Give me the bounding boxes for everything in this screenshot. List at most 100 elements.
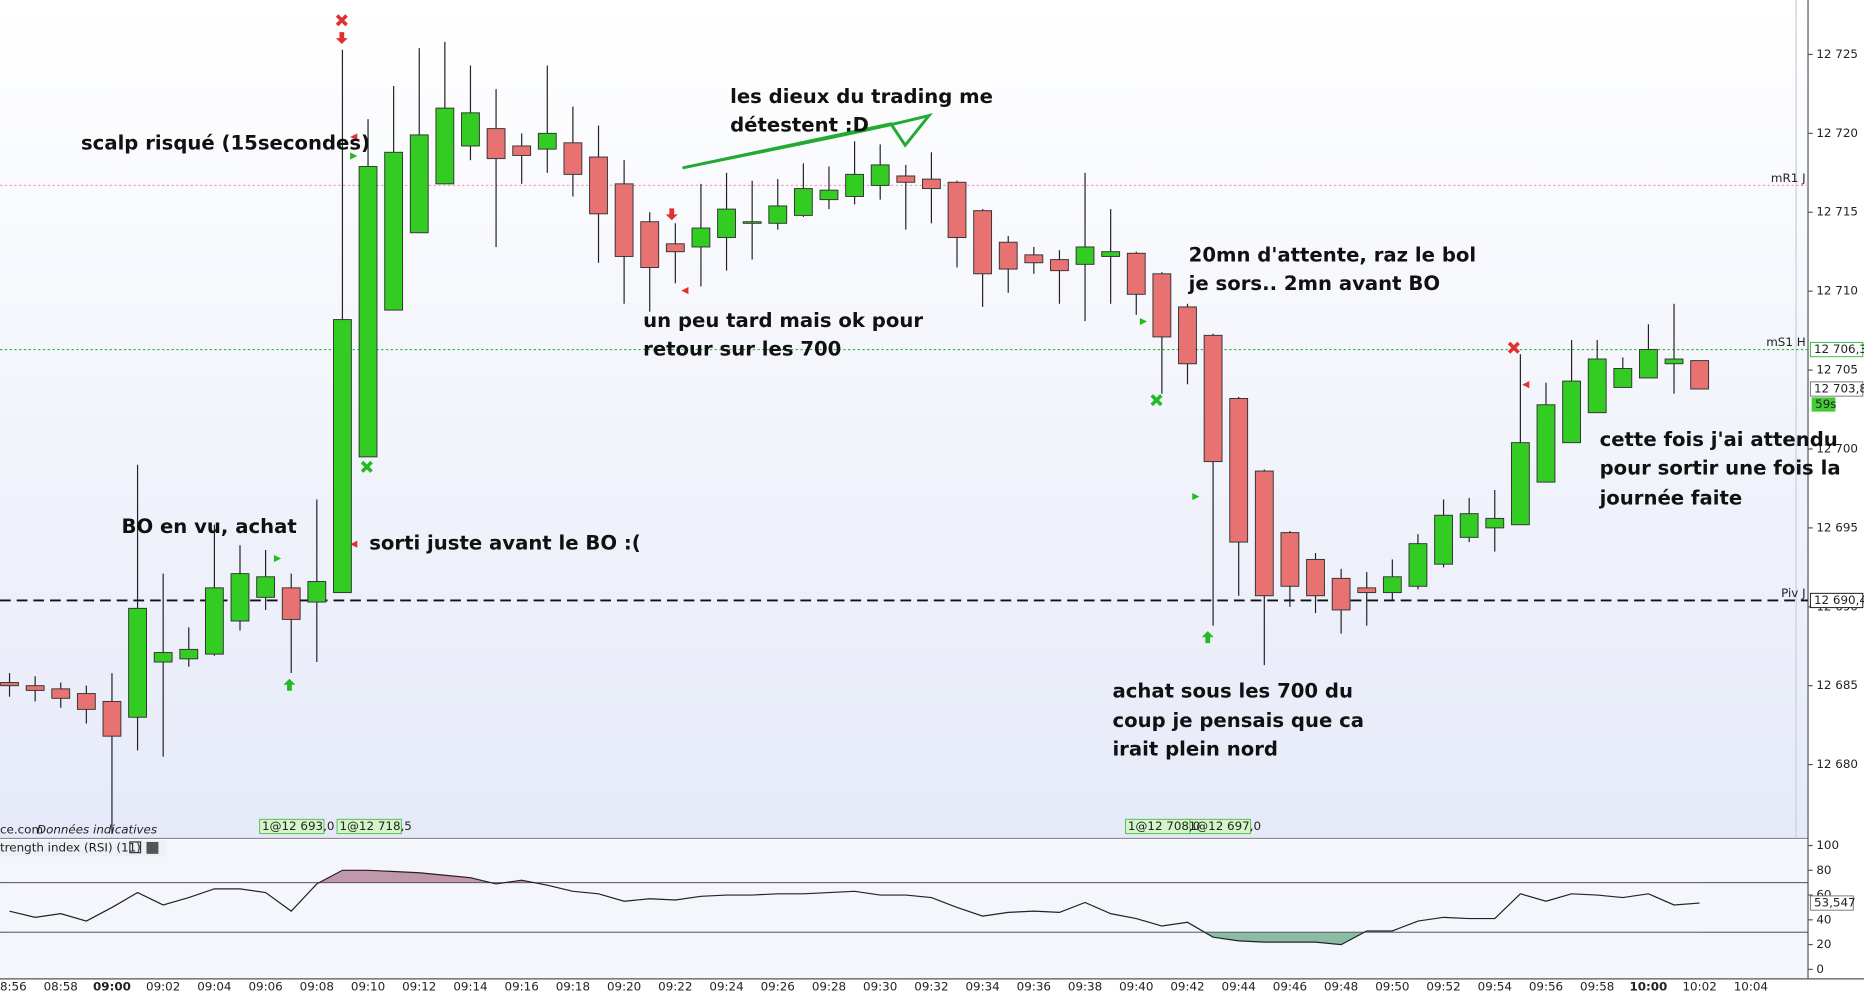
level-name: Piv J (1781, 586, 1806, 600)
order-label: 1@12 708,0 (1128, 819, 1200, 833)
candle-body (563, 142, 583, 175)
y-tick-label: 12 710 (1816, 284, 1858, 298)
candle-body (1510, 442, 1530, 526)
candle-body (896, 175, 916, 183)
candle-body (153, 652, 173, 663)
x-tick-label: 09:32 (914, 980, 948, 992)
candle-body (230, 573, 250, 622)
annotation: 20mn d'attente, raz le bol (1189, 244, 1476, 267)
timer: 59s (1815, 397, 1836, 411)
rsi-line (9, 869, 1700, 946)
x-tick-label: 10:04 (1734, 980, 1768, 992)
price-panel (0, 0, 1809, 838)
annotation: scalp risqué (15secondes) (81, 132, 370, 155)
marker-triangle (1522, 381, 1530, 389)
x-tick-label: 09:14 (453, 980, 487, 992)
candle-body (179, 648, 199, 660)
x-tick-label: 09:22 (658, 980, 692, 992)
marker-cross (1507, 341, 1520, 354)
annotation: BO en vu, achat (121, 515, 296, 538)
level-name: mR1 J (1771, 171, 1806, 185)
candle-body (435, 107, 455, 185)
marker-triangle (681, 287, 689, 295)
x-tick-label: 08:58 (44, 980, 78, 992)
rsi-title-box (0, 840, 167, 857)
x-tick-label: 09:36 (1017, 980, 1051, 992)
candle-body (640, 221, 660, 268)
candle-body (512, 145, 532, 156)
candle-body (819, 189, 839, 201)
x-tick-label: 09:24 (709, 980, 743, 992)
annotation: sorti juste avant le BO :( (369, 532, 641, 555)
level-label: 12 706,3 (1814, 342, 1864, 356)
annotation: pour sortir une fois la (1600, 457, 1841, 480)
x-tick-label: 09:54 (1478, 980, 1512, 992)
x-tick-label: 09:50 (1375, 980, 1409, 992)
candle-body (614, 183, 634, 257)
candle-body (1587, 358, 1607, 414)
x-tick-label: 09:38 (1068, 980, 1102, 992)
candle-body (1459, 513, 1479, 538)
annotation: irait plein nord (1112, 738, 1278, 761)
candle-body (384, 151, 404, 311)
order-label: 1@12 718,5 (339, 819, 411, 833)
candle-body (870, 164, 890, 186)
candle-body (973, 210, 993, 275)
candle-body (333, 319, 352, 594)
candle-body (1024, 254, 1044, 264)
candle-body (1152, 273, 1172, 338)
annotation: les dieux du trading me (730, 85, 993, 108)
last-price-tag (1809, 381, 1864, 397)
candle-body (1434, 514, 1453, 565)
y-tick-label: 12 700 (1816, 441, 1858, 455)
x-tick-label: 09:10 (351, 980, 385, 992)
icon-close (146, 841, 159, 854)
y-tick-label: 12 720 (1816, 126, 1858, 140)
source: ce.com (0, 823, 43, 837)
rsi-last-tag (1809, 895, 1854, 911)
candle-body (1690, 360, 1710, 390)
x-tick-label: 09:20 (607, 980, 641, 992)
candle-body (256, 576, 276, 598)
marker-arrow (335, 32, 348, 45)
x-tick-label: 09:34 (965, 980, 999, 992)
candle-body (1229, 397, 1249, 543)
candle-body (768, 205, 788, 224)
y-tick-label: 12 705 (1816, 363, 1858, 377)
x-tick-label: 09:16 (505, 980, 539, 992)
hand-drawn-arrow (682, 113, 933, 170)
order-label: 1@12 697,0 (1189, 819, 1261, 833)
x-tick-label: 10:00 (1629, 980, 1667, 992)
level-name: mS1 H (1766, 335, 1805, 349)
x-tick-label: 09:56 (1529, 980, 1563, 992)
marker-triangle (273, 554, 282, 563)
icon-window (129, 841, 142, 854)
candle-body (998, 241, 1018, 270)
candle-body (76, 693, 96, 710)
marker-triangle (350, 540, 358, 548)
x-tick-label: 09:40 (1119, 980, 1153, 992)
rsi-overbought-fill (319, 870, 535, 883)
timer-tag (1811, 397, 1836, 412)
candle-body (742, 221, 762, 224)
annotation: cette fois j'ai attendu (1600, 428, 1838, 451)
x-tick-label: 09:46 (1273, 980, 1307, 992)
candle-body (1331, 577, 1351, 611)
x-tick-label: 09:06 (248, 980, 282, 992)
candle-body (281, 587, 301, 620)
candle-body (358, 166, 378, 458)
last-price-label: 12 703,8 (1814, 382, 1864, 396)
candle-body (1536, 404, 1556, 483)
marker-triangle (1192, 493, 1200, 501)
level-label: 12 690,4 (1814, 593, 1864, 607)
candle-body (845, 173, 864, 197)
x-tick-label: 09:28 (812, 980, 846, 992)
candle-body (51, 688, 71, 699)
x-tick-label: 09:04 (197, 980, 231, 992)
x-tick-label: 09:18 (556, 980, 590, 992)
marker-arrow (665, 208, 678, 221)
candle-body (665, 243, 685, 253)
x-tick-label: 09:26 (761, 980, 795, 992)
candle-body (921, 178, 941, 190)
candle-body (1050, 259, 1069, 272)
